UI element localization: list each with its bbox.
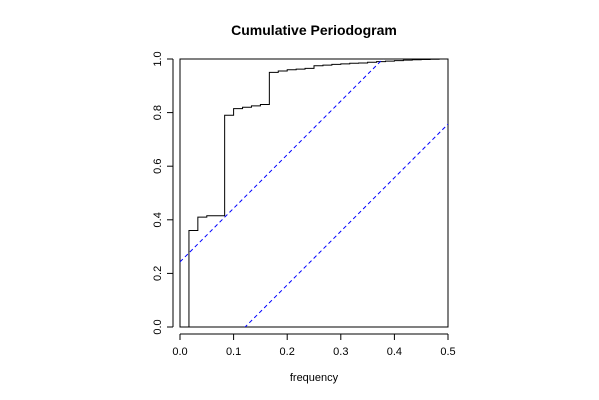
confidence-bound-line [244,123,448,327]
chart-title: Cumulative Periodogram [231,22,397,38]
x-tick-label: 0.2 [280,346,295,358]
x-axis-label: frequency [290,372,339,384]
y-tick-label: 0.6 [152,159,164,174]
x-tick-label: 0.0 [172,346,187,358]
x-tick-label: 0.1 [226,346,241,358]
y-tick-label: 0.0 [152,319,164,334]
confidence-bound-line [180,59,384,263]
cumulative-periodogram-step-line [188,59,448,327]
y-tick-label: 0.2 [152,266,164,281]
y-tick-label: 0.4 [152,212,164,227]
y-axis: 0.0 0.2 0.4 0.6 0.8 1.0 [152,51,174,335]
series-layer [180,59,448,327]
x-tick-label: 0.5 [440,346,455,358]
y-tick-label: 1.0 [152,51,164,66]
x-axis: 0.0 0.1 0.2 0.3 0.4 0.5 [172,333,456,358]
x-tick-label: 0.4 [387,346,402,358]
x-tick-label: 0.3 [333,346,348,358]
y-tick-label: 0.8 [152,105,164,120]
plot-frame [179,58,449,328]
